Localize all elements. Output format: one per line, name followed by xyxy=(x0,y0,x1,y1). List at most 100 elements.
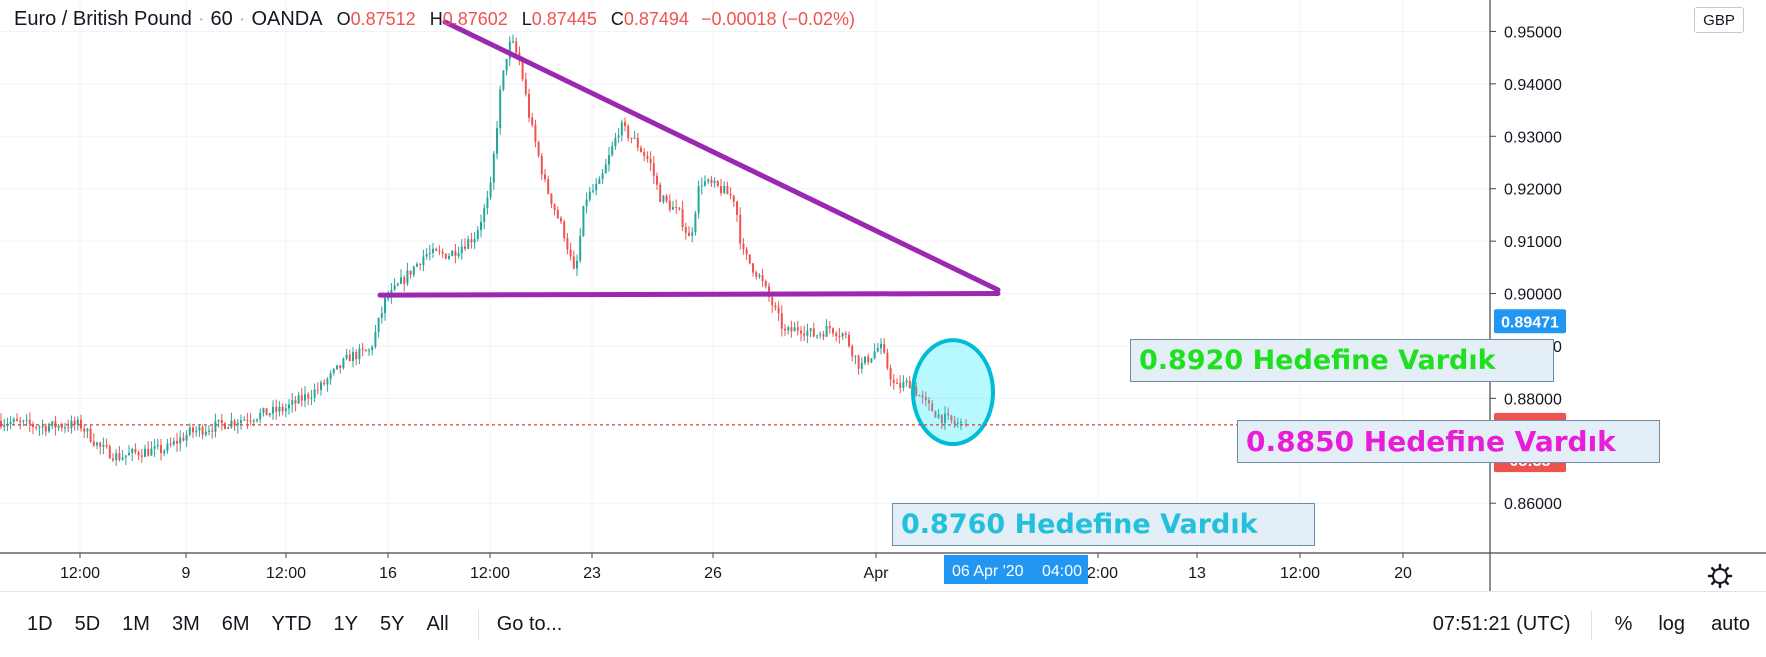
timeframe-3m[interactable]: 3M xyxy=(171,613,200,635)
candle-body xyxy=(272,406,274,414)
candle-body xyxy=(726,185,729,195)
high-label: H xyxy=(429,9,443,29)
candle-body xyxy=(179,437,182,444)
candle-body xyxy=(332,369,335,374)
auto-scale-button[interactable]: auto xyxy=(1711,613,1750,635)
candle-body xyxy=(361,348,364,350)
candle-body xyxy=(211,430,214,432)
candle-body xyxy=(64,427,66,429)
candle-body xyxy=(614,137,617,147)
price-tick-label: 0.86000 xyxy=(1504,496,1562,513)
candle-body xyxy=(860,362,863,369)
goto-button[interactable]: Go to... xyxy=(496,613,563,635)
symbol-legend: Euro / British Pound · 60 · OANDA O 0.875… xyxy=(14,8,856,30)
candle-body xyxy=(678,207,681,210)
candle-body xyxy=(80,419,82,429)
candle-body xyxy=(515,41,518,53)
annotation-0876[interactable]: 0.8760 Hedefine Vardık xyxy=(892,503,1315,546)
candle-body xyxy=(368,350,370,352)
time-tick-label: 23 xyxy=(583,565,601,582)
candle-body xyxy=(716,180,719,186)
candle-body xyxy=(838,336,841,338)
change-value: −0.00018 (−0.02%) xyxy=(700,9,856,29)
candle-body xyxy=(70,420,73,429)
price-tick-label: 0.93000 xyxy=(1504,129,1562,146)
candle-body xyxy=(182,437,185,441)
candle-body xyxy=(681,209,684,228)
candle-body xyxy=(89,428,92,442)
candle-body xyxy=(140,455,143,457)
candle-body xyxy=(896,382,898,384)
candle-body xyxy=(256,419,258,421)
candle-body xyxy=(886,352,889,368)
candle-body xyxy=(304,394,306,401)
log-scale-button[interactable]: log xyxy=(1658,613,1686,635)
timeframe-1d[interactable]: 1D xyxy=(27,613,53,635)
candle-body xyxy=(528,93,530,118)
candle-body xyxy=(246,419,249,421)
candle-body xyxy=(483,208,486,222)
candle-body xyxy=(329,373,332,380)
timeframe-all[interactable]: All xyxy=(426,613,449,635)
annotation-0885[interactable]: 0.8850 Hedefine Vardık xyxy=(1237,420,1660,463)
candle-body xyxy=(28,419,31,425)
timeframe-1m[interactable]: 1M xyxy=(122,613,150,635)
candle-body xyxy=(144,448,146,457)
candle-body xyxy=(710,179,713,184)
candle-body xyxy=(646,155,649,159)
percent-scale-button[interactable]: % xyxy=(1614,613,1633,635)
candle-body xyxy=(336,365,338,370)
candle-body xyxy=(67,427,70,429)
annotation-0892[interactable]: 0.8920 Hedefine Vardık xyxy=(1130,339,1554,382)
candle-body xyxy=(656,175,658,185)
timeframe-5d[interactable]: 5D xyxy=(74,613,101,635)
candle-body xyxy=(236,423,239,426)
candle-body xyxy=(604,164,607,174)
timeframe-ytd[interactable]: YTD xyxy=(271,613,312,635)
candle-body xyxy=(800,330,802,334)
candle-body xyxy=(320,382,322,390)
candle-body xyxy=(243,419,246,421)
candle-body xyxy=(438,250,441,252)
candle-body xyxy=(851,346,854,357)
candle-body xyxy=(457,253,460,257)
candle-body xyxy=(105,444,108,447)
symbol-name[interactable]: Euro / British Pound xyxy=(14,8,192,30)
time-tick-label: 26 xyxy=(704,565,722,582)
candle-body xyxy=(86,428,89,432)
candle-body xyxy=(464,246,466,249)
support-line xyxy=(377,291,1001,298)
candle-body xyxy=(307,394,310,399)
candle-body xyxy=(803,333,806,336)
candle-body xyxy=(121,457,124,460)
candle-body xyxy=(659,184,662,202)
candle-body xyxy=(387,297,390,299)
candle-body xyxy=(425,254,428,257)
utc-clock[interactable]: 07:51:21 (UTC) xyxy=(1432,613,1571,635)
chart-grid xyxy=(0,0,1490,553)
candle-body xyxy=(579,236,582,261)
candle-body xyxy=(502,70,505,90)
candle-body xyxy=(732,195,735,202)
candle-body xyxy=(796,327,799,331)
currency-button[interactable]: GBP xyxy=(1694,7,1744,33)
settings-gear-icon[interactable] xyxy=(1707,563,1733,589)
timeframe-5y[interactable]: 5Y xyxy=(380,613,405,635)
price-chart[interactable]: 0.95000 0.94000 0.93000 0.92000 0.91000 0.900… xyxy=(0,0,1766,591)
timeframe-6m[interactable]: 6M xyxy=(221,613,250,635)
candle-body xyxy=(96,442,98,446)
candle-body xyxy=(924,397,927,401)
price-badge: 0.89471 xyxy=(1494,309,1566,334)
candle-body xyxy=(582,206,585,237)
chart-drawings xyxy=(377,19,1197,447)
candle-body xyxy=(793,327,796,332)
timeframe-1y[interactable]: 1Y xyxy=(333,613,359,635)
candle-body xyxy=(825,325,828,337)
candle-body xyxy=(460,246,463,254)
candle-body xyxy=(326,379,329,385)
candle-body xyxy=(652,163,655,176)
candle-body xyxy=(755,272,758,277)
candle-body xyxy=(508,41,511,59)
interval[interactable]: 60 xyxy=(210,8,233,30)
candle-body xyxy=(204,431,207,435)
